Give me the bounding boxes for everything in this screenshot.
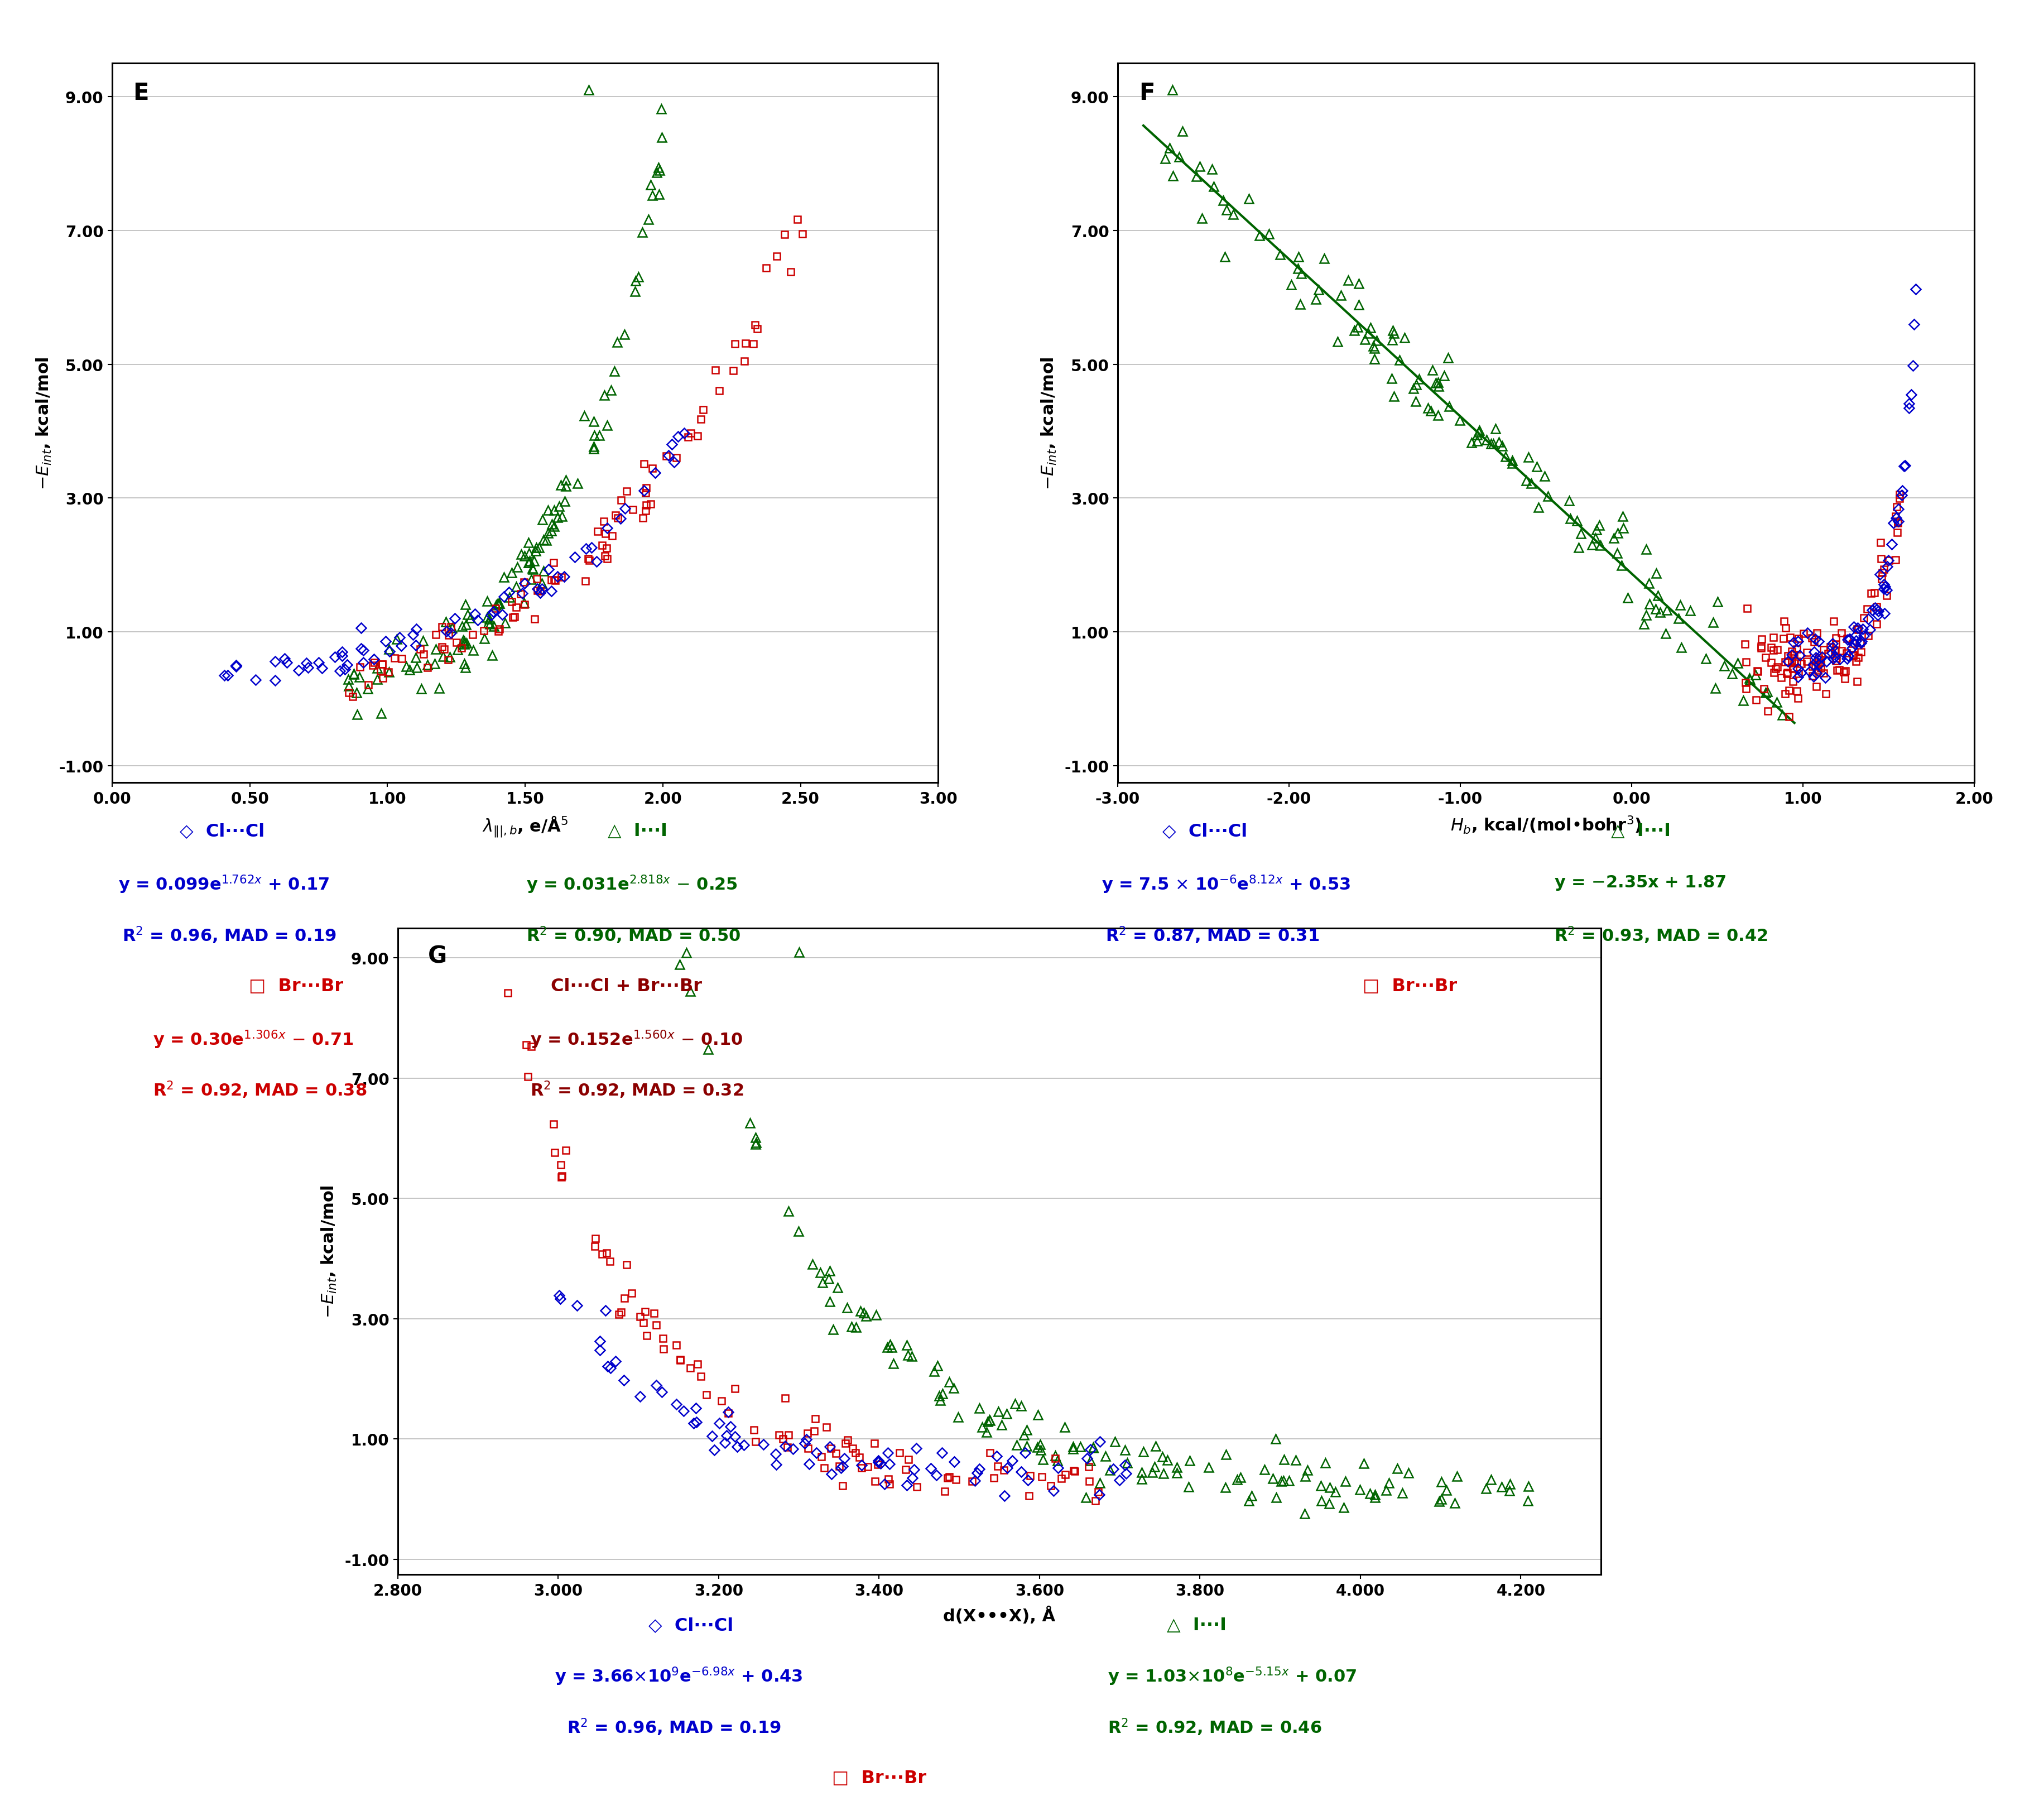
- Text: □  Br···Br: □ Br···Br: [832, 1769, 926, 1787]
- Text: R$^2$ = 0.96, MAD = 0.19: R$^2$ = 0.96, MAD = 0.19: [567, 1716, 781, 1736]
- Text: y = 0.152e$^{1.560x}$ $-$ 0.10: y = 0.152e$^{1.560x}$ $-$ 0.10: [530, 1028, 742, 1050]
- Text: R$^2$ = 0.96, MAD = 0.19: R$^2$ = 0.96, MAD = 0.19: [122, 925, 336, 945]
- Text: ◇  Cl···Cl: ◇ Cl···Cl: [179, 823, 265, 841]
- X-axis label: d(X•••X), Å: d(X•••X), Å: [942, 1607, 1056, 1623]
- Text: △  I···I: △ I···I: [1166, 1616, 1225, 1634]
- Text: R$^2$ = 0.92, MAD = 0.38: R$^2$ = 0.92, MAD = 0.38: [153, 1079, 367, 1099]
- X-axis label: $H_b$, kcal/(mol•bohr$^3$): $H_b$, kcal/(mol•bohr$^3$): [1450, 815, 1641, 835]
- Y-axis label: $-E_{int}$, kcal/mol: $-E_{int}$, kcal/mol: [320, 1185, 338, 1318]
- Text: R$^2$ = 0.92, MAD = 0.46: R$^2$ = 0.92, MAD = 0.46: [1107, 1716, 1321, 1736]
- Text: R$^2$ = 0.90, MAD = 0.50: R$^2$ = 0.90, MAD = 0.50: [526, 925, 740, 945]
- Text: Cl···Cl + Br···Br: Cl···Cl + Br···Br: [551, 977, 701, 996]
- Text: R$^2$ = 0.93, MAD = 0.42: R$^2$ = 0.93, MAD = 0.42: [1554, 925, 1768, 945]
- Text: E: E: [133, 82, 149, 106]
- Text: □  Br···Br: □ Br···Br: [249, 977, 343, 996]
- Text: y = 0.30e$^{1.306x}$ $-$ 0.71: y = 0.30e$^{1.306x}$ $-$ 0.71: [153, 1028, 353, 1050]
- Text: △  I···I: △ I···I: [608, 823, 667, 841]
- Text: □  Br···Br: □ Br···Br: [1362, 977, 1456, 996]
- Text: y = 7.5 $\times$ 10$^{-6}$e$^{8.12x}$ + 0.53: y = 7.5 $\times$ 10$^{-6}$e$^{8.12x}$ + …: [1101, 874, 1350, 895]
- Text: ◇  Cl···Cl: ◇ Cl···Cl: [648, 1616, 734, 1634]
- Y-axis label: $-E_{int}$, kcal/mol: $-E_{int}$, kcal/mol: [35, 357, 53, 490]
- Text: y = 0.031e$^{2.818x}$ $-$ 0.25: y = 0.031e$^{2.818x}$ $-$ 0.25: [526, 874, 738, 895]
- Text: y = 0.099e$^{1.762x}$ + 0.17: y = 0.099e$^{1.762x}$ + 0.17: [118, 874, 330, 895]
- Text: y = 1.03$\times$10$^8$e$^{-5.15x}$ + 0.07: y = 1.03$\times$10$^8$e$^{-5.15x}$ + 0.0…: [1107, 1665, 1356, 1687]
- Text: R$^2$ = 0.92, MAD = 0.32: R$^2$ = 0.92, MAD = 0.32: [530, 1079, 744, 1099]
- Text: y = $-$2.35x + 1.87: y = $-$2.35x + 1.87: [1554, 874, 1725, 892]
- Text: y = 3.66$\times$10$^9$e$^{-6.98x}$ + 0.43: y = 3.66$\times$10$^9$e$^{-6.98x}$ + 0.4…: [555, 1665, 803, 1687]
- Text: ◇  Cl···Cl: ◇ Cl···Cl: [1162, 823, 1248, 841]
- Text: G: G: [428, 945, 447, 968]
- Text: △  I···I: △ I···I: [1611, 823, 1670, 841]
- Text: R$^2$ = 0.87, MAD = 0.31: R$^2$ = 0.87, MAD = 0.31: [1105, 925, 1319, 945]
- Text: F: F: [1140, 82, 1154, 106]
- Y-axis label: $-E_{int}$, kcal/mol: $-E_{int}$, kcal/mol: [1040, 357, 1058, 490]
- X-axis label: $\lambda_{\||,b}$, e/Å$^5$: $\lambda_{\||,b}$, e/Å$^5$: [481, 815, 569, 839]
